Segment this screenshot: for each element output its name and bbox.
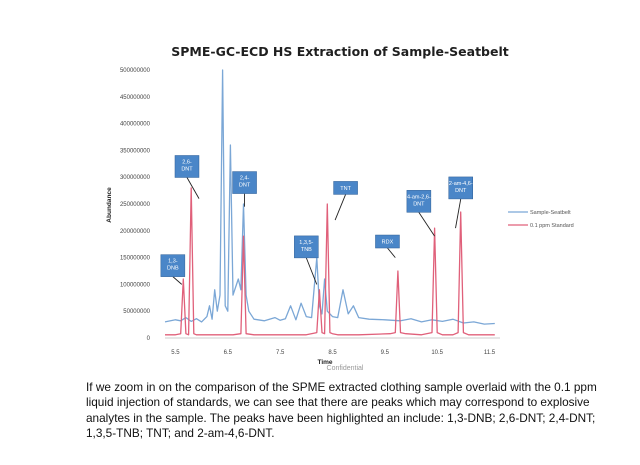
x-tick-label: 6.5	[224, 350, 233, 356]
annotation-pointer	[334, 194, 347, 221]
annotation-pointer	[418, 212, 435, 237]
x-axis: 5.5 6.5 7.5 8.5 9.5 10.5 11.5	[171, 350, 496, 356]
annotation-box	[333, 181, 358, 195]
y-tick-label: 0	[147, 336, 151, 342]
y-tick-label: 250000000	[120, 202, 151, 208]
legend-entry: Sample-Seatbelt	[530, 210, 571, 216]
annotation-box	[160, 254, 186, 277]
caption-text: If we zoom in on the comparison of the S…	[86, 380, 597, 441]
annotation-label: TNT	[340, 186, 351, 192]
annotation-pointer	[186, 177, 200, 199]
chromatogram-chart: SPME-GC-ECD HS Extraction of Sample-Seat…	[106, 44, 574, 372]
annotation-group: 2,6-DNT 1,3-DNB 2,4-DNT 1,3,5-TNB TNT RDX 4-am…	[160, 155, 473, 285]
x-tick-label: 11.5	[484, 350, 496, 356]
y-tick-label: 100000000	[120, 282, 151, 288]
annotation-label: 2-am-4,6-DNT	[449, 181, 473, 194]
y-tick-label: 50000000	[123, 309, 150, 315]
legend-entry: 0.1 ppm Standard	[530, 223, 574, 229]
x-tick-label: 7.5	[276, 350, 285, 356]
x-tick-label: 9.5	[381, 350, 390, 356]
annotation-pointer	[172, 276, 183, 285]
y-tick-label: 500000000	[120, 68, 151, 74]
annotation-label: 2,4-DNT	[239, 176, 251, 189]
series-line-standard	[165, 187, 495, 336]
y-tick-label: 350000000	[120, 148, 151, 154]
annotation-box	[375, 234, 400, 249]
annotation-box	[174, 155, 200, 178]
annotation-box	[406, 190, 432, 213]
y-axis: 0 50000000 100000000 150000000 200000000 2500…	[120, 68, 151, 342]
y-tick-label: 400000000	[120, 122, 151, 128]
annotation-label: 1,3,5-TNB	[299, 240, 313, 253]
series-group	[164, 69, 495, 336]
chart-title: SPME-GC-ECD HS Extraction of Sample-Seat…	[171, 44, 509, 59]
y-axis-label: Abundance	[106, 187, 113, 223]
legend: Sample-Seatbelt 0.1 ppm Standard	[508, 210, 574, 229]
annotation-label: RDX	[382, 240, 394, 246]
y-tick-label: 150000000	[120, 256, 151, 262]
y-tick-label: 300000000	[120, 175, 151, 181]
annotation-box	[294, 235, 319, 259]
annotation-pointer	[305, 257, 318, 285]
annotation-pointer	[455, 198, 462, 229]
annotation-label: 4-am-2,6-DNT	[407, 194, 431, 207]
y-tick-label: 450000000	[120, 95, 151, 101]
x-tick-label: 8.5	[328, 350, 337, 356]
annotation-pointer	[387, 247, 396, 258]
x-tick-label: 5.5	[171, 350, 180, 356]
annotation-label: 2,6-DNT	[181, 159, 193, 172]
series-line-sample-seatbelt	[164, 69, 495, 325]
annotation-box	[232, 171, 257, 194]
footer-mark: Confidential	[327, 365, 364, 372]
x-tick-label: 10.5	[431, 350, 443, 356]
x-axis-label: Time	[317, 359, 332, 366]
annotation-label: 1,3-DNB	[167, 259, 179, 272]
annotation-box	[448, 176, 473, 200]
y-tick-label: 200000000	[120, 229, 151, 235]
